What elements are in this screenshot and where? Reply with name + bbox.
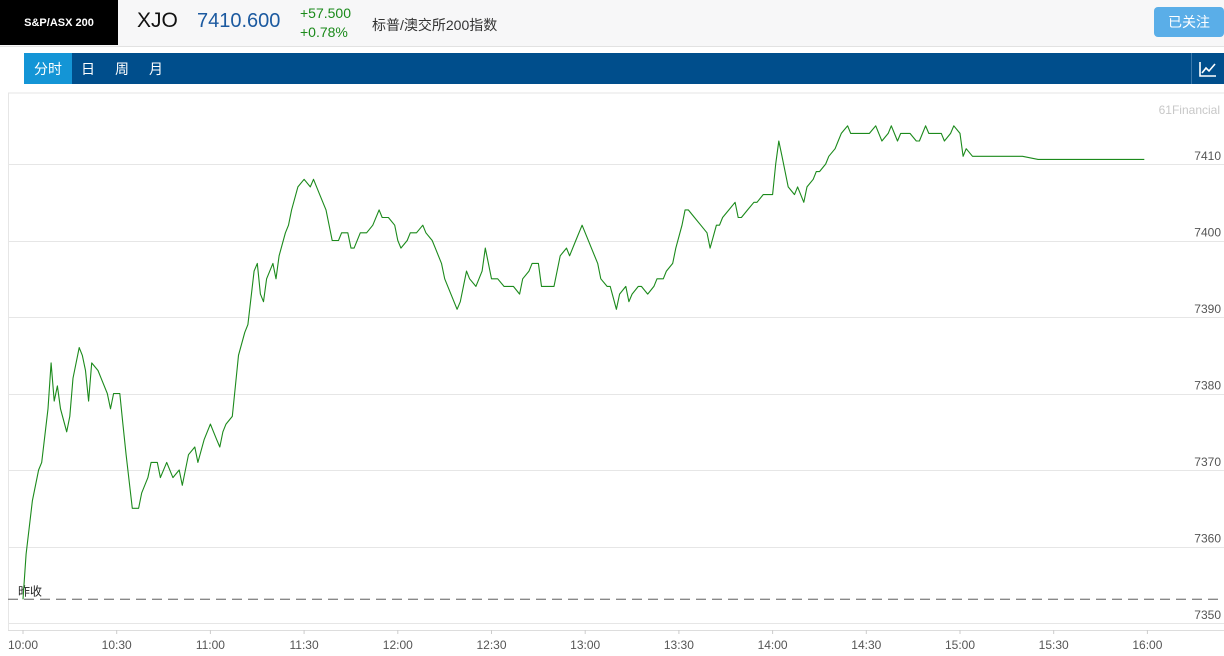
x-tick-label: 11:00 <box>196 638 225 652</box>
y-tick-label: 7410 <box>1194 149 1221 163</box>
x-tick-label: 14:00 <box>758 638 788 652</box>
x-axis: 10:00 10:30 11:00 11:30 12:00 12:30 13:00 13:30… <box>8 630 1224 652</box>
watermark-text: 61Financial <box>1159 103 1220 117</box>
y-tick-label: 7350 <box>1194 608 1221 622</box>
x-tick-label: 13:00 <box>570 638 600 652</box>
x-tick-label: 15:00 <box>945 638 975 652</box>
x-tick-label: 13:30 <box>664 638 694 652</box>
y-tick-label: 7360 <box>1194 532 1221 546</box>
x-tick-label: 12:30 <box>476 638 506 652</box>
price-series-line <box>22 125 1145 600</box>
period-tab-bar: 分时 日 周 月 <box>24 53 1224 84</box>
quote-header: S&P/ASX 200 XJO 7410.600 +57.500 +0.78% … <box>0 0 1224 47</box>
series-layer <box>22 125 1145 600</box>
x-tick-label: 12:00 <box>383 638 413 652</box>
x-tick-label: 14:30 <box>851 638 881 652</box>
index-name: 标普/澳交所200指数 <box>372 17 498 33</box>
grid-lines <box>8 92 1224 630</box>
y-tick-label: 7400 <box>1194 226 1221 240</box>
price-change: +57.500 +0.78% <box>300 4 351 42</box>
prev-close-layer: 昨收 <box>8 584 1224 600</box>
y-tick-label: 7370 <box>1194 455 1221 469</box>
x-tick-label: 10:30 <box>102 638 132 652</box>
prev-close-label: 昨收 <box>18 584 42 598</box>
change-absolute: +57.500 <box>300 5 351 21</box>
x-tick-label: 10:00 <box>8 638 38 652</box>
x-tick-label: 11:30 <box>290 638 319 652</box>
x-tick-label: 15:30 <box>1039 638 1069 652</box>
tab-weekly[interactable]: 周 <box>115 60 129 77</box>
last-price: 7410.600 <box>197 10 281 32</box>
tab-daily[interactable]: 日 <box>81 60 95 77</box>
y-tick-label: 7390 <box>1194 302 1221 316</box>
chart-type-toggle[interactable] <box>1191 53 1224 84</box>
y-axis: 7350 7360 7370 7380 7390 7400 7410 <box>1194 149 1221 622</box>
ticker-symbol: XJO <box>137 9 178 32</box>
tab-intraday[interactable]: 分时 <box>24 53 72 84</box>
tab-monthly[interactable]: 月 <box>149 60 163 77</box>
follow-button[interactable]: 已关注 <box>1154 7 1224 37</box>
x-tick-label: 16:00 <box>1132 638 1162 652</box>
line-chart-icon <box>1199 61 1216 77</box>
index-logo: S&P/ASX 200 <box>0 0 118 45</box>
y-tick-label: 7380 <box>1194 379 1221 393</box>
change-percent: +0.78% <box>300 24 348 40</box>
